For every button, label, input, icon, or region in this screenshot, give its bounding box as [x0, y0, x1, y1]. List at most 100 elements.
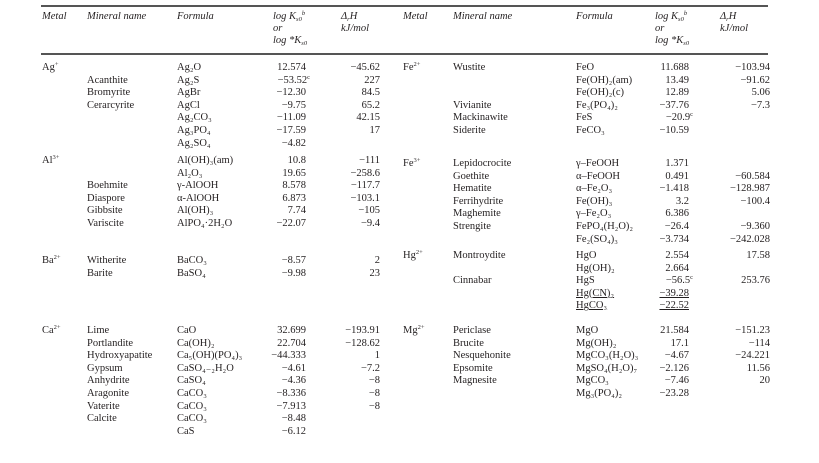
enthalpy-value: 20 — [759, 375, 771, 387]
logk-number: 21.584 — [660, 325, 689, 336]
logk-number: 0.491 — [665, 170, 689, 182]
mineral-name: Aragonite — [87, 388, 129, 399]
enthalpy-value: −8 — [368, 388, 380, 399]
header-dh-right: ΔrH kJ/mol — [720, 11, 748, 34]
logk-number: −26.4 — [664, 221, 689, 232]
logk-value: 12.89 — [629, 87, 693, 99]
formula: FePO₄(H₂O)₂ — [576, 221, 634, 232]
mineral-name: Wustite — [453, 62, 486, 73]
enthalpy-value: 11.56 — [746, 362, 770, 374]
logk-value: 17.1 — [629, 338, 693, 350]
logk-value: 32.699 — [246, 325, 310, 337]
logk-number: 7.74 — [287, 205, 306, 217]
logk-value: 0.491 — [629, 171, 693, 183]
logk-value: −10.59 — [629, 125, 693, 137]
enthalpy-value: 5.06 — [751, 87, 770, 99]
logk-value: −56.5c — [633, 274, 693, 287]
logk-number: −12.30 — [276, 87, 306, 99]
logk-value: 2.664 — [629, 263, 693, 275]
enthalpy-value: 23 — [369, 267, 381, 279]
mineral-name: Magnesite — [453, 375, 497, 387]
enthalpy-value: −103.94 — [735, 62, 770, 73]
mineral-name: Vivianite — [453, 99, 492, 111]
formula: MgCO₃(H₂O)₃ — [576, 350, 639, 362]
logk-number: −4.67 — [664, 350, 689, 362]
logk-value: 1.371 — [629, 158, 693, 170]
metal-symbol: Fe — [403, 158, 414, 169]
logk-value: 6.873 — [246, 193, 310, 205]
mineral-name: Montroydite — [453, 250, 506, 261]
logk-value: −4.82 — [246, 138, 310, 150]
formula: AgCl — [177, 99, 200, 111]
logk-number: −44.333 — [271, 350, 306, 362]
formula: Fe₂(SO₄)₃ — [576, 233, 618, 245]
metal-symbol: Ag — [42, 62, 55, 73]
formula: Hg(OH)₂ — [576, 262, 615, 274]
logk-value: 12.574 — [246, 62, 310, 74]
enthalpy-value: −24.221 — [735, 350, 770, 362]
metal-symbol: Ba — [42, 255, 54, 266]
logk-number: −37.76 — [659, 99, 689, 111]
logk-value: −8.48 — [246, 413, 310, 425]
formula: MgO — [576, 325, 599, 336]
enthalpy-value: −8 — [368, 375, 380, 387]
formula: α-AlOOH — [177, 192, 220, 204]
mineral-name: Witherite — [87, 255, 127, 266]
logk-value: −9.98 — [246, 268, 310, 280]
formula: Ca₅(OH)(PO₄)₃ — [177, 350, 243, 362]
metal-charge: 3+ — [413, 157, 421, 164]
enthalpy-value: 65.2 — [361, 99, 380, 111]
logk-value: −22.07 — [246, 218, 310, 230]
logk-value: −6.12 — [246, 426, 310, 438]
formula: Ag₂O — [177, 62, 202, 73]
mineral-name: Strengite — [453, 221, 491, 232]
enthalpy-value: −128.987 — [729, 183, 770, 195]
enthalpy-value: −7.2 — [360, 362, 380, 374]
enthalpy-value: −128.62 — [345, 337, 380, 349]
metal-label: Mg2+ — [403, 324, 425, 337]
formula: Ag₃PO₄ — [177, 125, 211, 136]
logk-value: −8.57 — [246, 255, 310, 267]
formula: Fe(OH)₂(c) — [576, 87, 624, 99]
metal-label: Ag+ — [42, 61, 59, 74]
logk-value: 8.578 — [246, 180, 310, 192]
logk-value: 3.2 — [629, 196, 693, 208]
formula: BaCO₃ — [177, 255, 207, 266]
logk-number: −56.5 — [665, 275, 691, 287]
formula: γ–FeOOH — [576, 158, 620, 169]
enthalpy-value: −114 — [748, 337, 770, 349]
formula: AlPO₄·2H₂O — [177, 218, 233, 229]
logk-number: 1.371 — [665, 158, 689, 169]
enthalpy-value: −117.7 — [350, 180, 380, 192]
footnote-marker: c — [307, 73, 310, 81]
enthalpy-value: −45.62 — [350, 62, 380, 73]
formula: CaCO₃ — [177, 413, 207, 425]
formula: AgBr — [177, 87, 201, 99]
formula: CaSO₄ — [177, 375, 206, 387]
logk-value: −20.9c — [633, 112, 693, 124]
enthalpy-value: −105 — [358, 205, 380, 217]
header-mineral-name: Mineral name — [87, 11, 147, 22]
logk-number: −7.46 — [664, 375, 689, 387]
logk-value: −37.76 — [629, 100, 693, 112]
formula: Fe(OH)₂(am) — [576, 74, 633, 86]
logk-number: 6.873 — [282, 192, 306, 204]
logk-value: 11.688 — [629, 62, 693, 74]
logk-value: −22.52 — [629, 300, 693, 312]
metal-charge: 2+ — [53, 254, 61, 261]
enthalpy-value: −111 — [359, 155, 380, 166]
mineral-name: Lime — [87, 325, 110, 336]
logk-value: −53.52c — [250, 73, 310, 87]
mineral-name: Cinnabar — [453, 275, 492, 287]
logk-value: 10.8 — [246, 155, 310, 167]
mineral-name: Barite — [87, 267, 113, 279]
mineral-name: Hydroxyapatite — [87, 350, 153, 362]
logk-number: 10.8 — [287, 155, 306, 166]
logk-number: −9.98 — [281, 267, 306, 279]
logk-value: −7.46 — [629, 375, 693, 387]
metal-label: Hg2+ — [403, 249, 423, 262]
formula: FeCO₃ — [576, 125, 605, 136]
enthalpy-value: 227 — [364, 74, 380, 86]
logk-number: −8.336 — [276, 388, 306, 399]
logk-value: 19.65 — [246, 168, 310, 180]
